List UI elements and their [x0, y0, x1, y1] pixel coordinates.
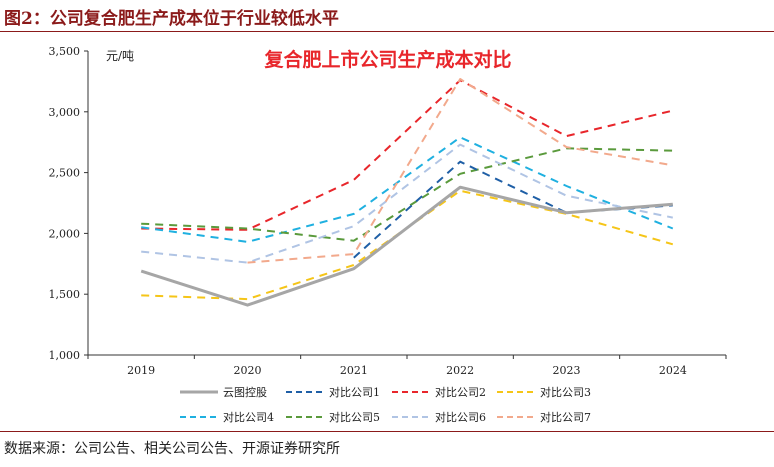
x-tick-label: 2024	[659, 364, 687, 377]
series-line-3	[141, 79, 674, 231]
series-line-4	[141, 189, 674, 301]
series-line-7	[141, 143, 674, 264]
y-tick-label: 2,000	[49, 227, 81, 240]
legend-label: 对比公司4	[223, 410, 274, 424]
legend-label: 对比公司7	[540, 410, 591, 424]
data-source-note: 数据来源：公司公告、相关公司公告、开源证券研究所	[4, 441, 340, 457]
bottom-rule	[0, 431, 774, 432]
series-line-1	[140, 185, 673, 307]
y-tick-label: 1,500	[49, 288, 81, 301]
y-axis-unit-label: 元/吨	[106, 49, 134, 63]
legend-label: 对比公司5	[329, 410, 380, 424]
series-line-8	[247, 78, 673, 264]
y-tick-label: 3,500	[49, 45, 81, 58]
chart-series	[140, 78, 674, 307]
x-tick-label: 2023	[553, 364, 581, 377]
y-tick-label: 2,500	[49, 167, 81, 180]
y-tick-label: 3,000	[49, 106, 81, 119]
legend-label: 云图控股	[223, 385, 267, 399]
x-tick-label: 2019	[127, 364, 155, 377]
series-line-6	[141, 147, 673, 242]
figure-title: 图2：公司复合肥生产成本位于行业较低水平	[4, 9, 339, 29]
x-tick-label: 2021	[340, 364, 368, 377]
chart-legend: 云图控股 对比公司1 对比公司2 对比公司3 对比公司4 对比公司5 对比公司6 对比公司7	[180, 385, 591, 424]
x-tick-label: 2020	[234, 364, 262, 377]
series-line-5	[141, 136, 674, 243]
chart-title: 复合肥上市公司生产成本对比	[263, 48, 511, 71]
legend-label: 对比公司2	[435, 385, 486, 399]
y-tick-label: 1,000	[49, 349, 81, 362]
legend-label: 对比公司3	[540, 385, 591, 399]
x-tick-label: 2022	[446, 364, 474, 377]
top-rule	[0, 31, 774, 32]
legend-label: 对比公司1	[329, 385, 380, 399]
legend-label: 对比公司6	[435, 410, 486, 424]
chart-axes: 1,000 1,500 2,000 2,500 3,000 3,500 2019 2020 20…	[49, 45, 727, 377]
